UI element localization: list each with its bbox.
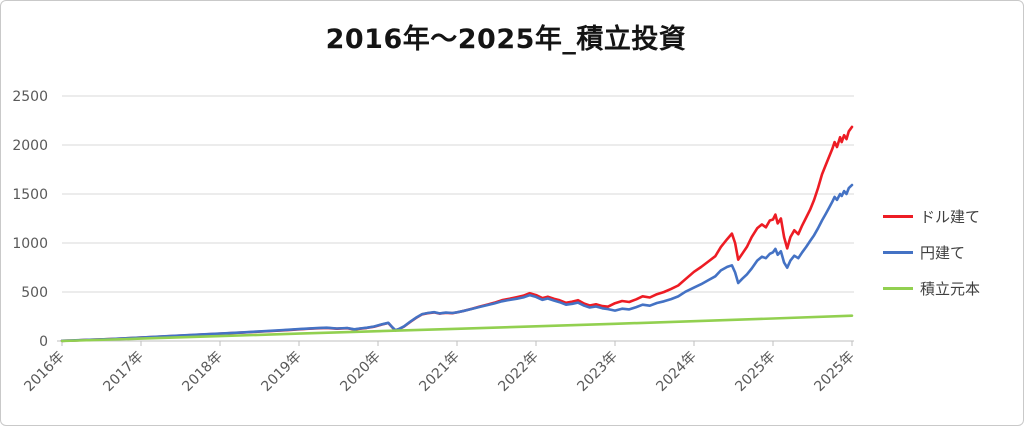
- y-axis-label: 0: [39, 334, 48, 350]
- series-line-円建て: [60, 183, 854, 343]
- chart-legend: ドル建て 円建て 積立元本: [883, 198, 1019, 306]
- legend-label: ドル建て: [920, 207, 981, 226]
- x-axis-label: 2019年: [258, 349, 304, 395]
- legend-line-swatch-red: [883, 214, 913, 218]
- legend-label: 積立元本: [920, 279, 981, 298]
- series-line-積立元本: [60, 314, 854, 343]
- x-axis-label: 2025年: [732, 349, 778, 395]
- series-line-ドル建て: [60, 125, 854, 343]
- x-axis-label: 2022年: [495, 349, 541, 395]
- x-axis-label: 2023年: [574, 349, 620, 395]
- x-axis-label: 2024年: [653, 349, 699, 395]
- x-axis-label: 2025年: [811, 349, 857, 395]
- legend-item-dollar: ドル建て: [883, 198, 1019, 234]
- legend-item-yen: 円建て: [883, 234, 1019, 270]
- legend-line-swatch-blue: [883, 250, 913, 254]
- x-axis-label: 2021年: [416, 349, 462, 395]
- x-axis-label: 2020年: [337, 349, 383, 395]
- y-axis-label: 2000: [12, 138, 48, 154]
- y-axis-label: 1000: [12, 236, 48, 252]
- legend-item-principal: 積立元本: [883, 270, 1019, 306]
- y-axis-label: 1500: [12, 187, 48, 203]
- legend-label: 円建て: [920, 243, 966, 262]
- chart-title: 2016年〜2025年_積立投資: [325, 24, 687, 55]
- x-axis-label: 2017年: [100, 349, 146, 395]
- x-axis-label: 2018年: [179, 349, 225, 395]
- legend-line-swatch-green: [883, 286, 913, 290]
- y-axis-label: 500: [21, 285, 48, 301]
- x-axis-label: 2016年: [21, 349, 67, 395]
- y-axis-label: 2500: [12, 89, 48, 105]
